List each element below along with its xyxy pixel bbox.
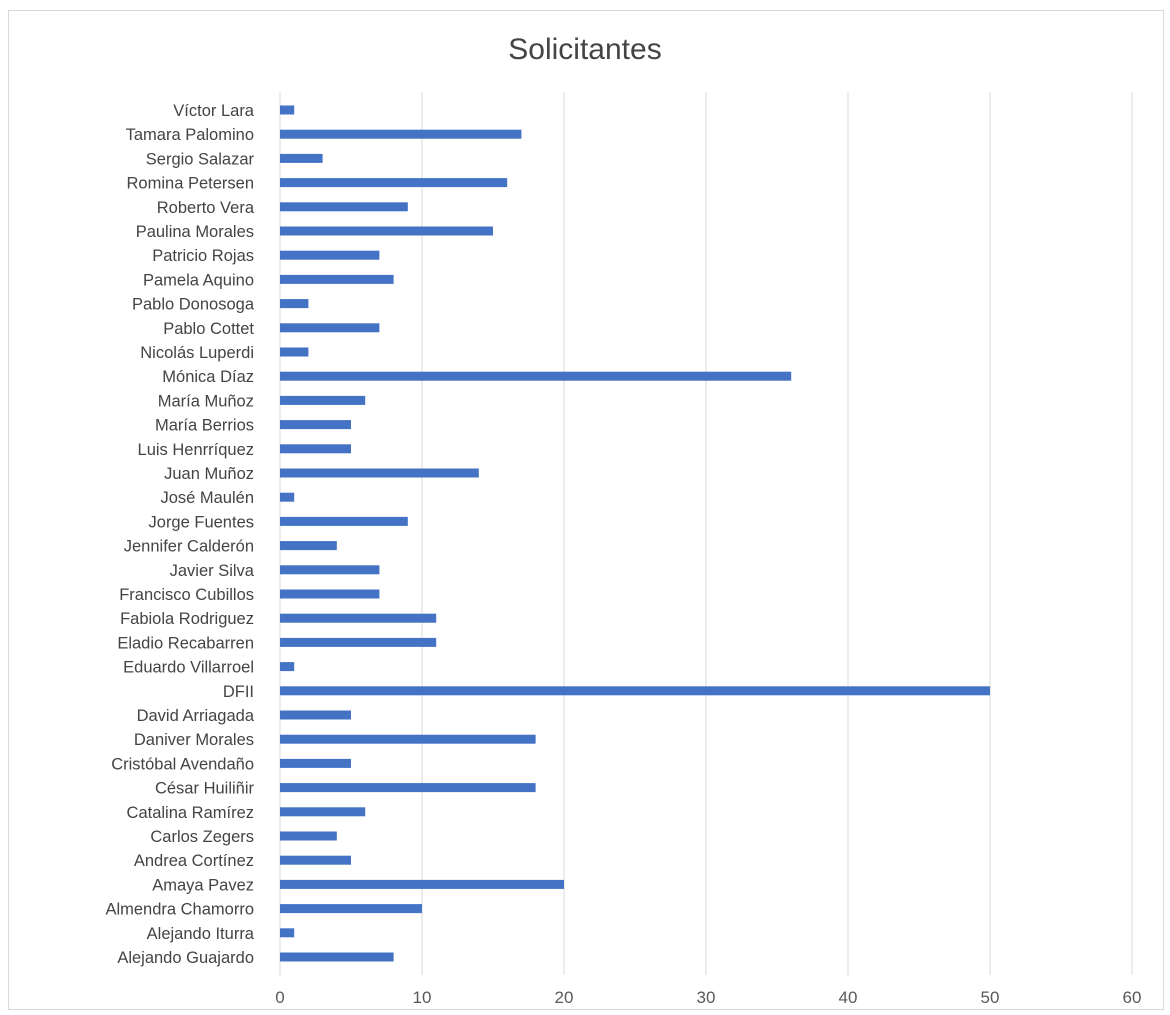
category-label: Alejando Guajardo xyxy=(117,949,254,967)
category-label: Mónica Díaz xyxy=(162,368,254,386)
bar xyxy=(280,250,380,260)
bar xyxy=(280,758,351,768)
category-label: David Arriagada xyxy=(137,707,255,725)
bar xyxy=(280,637,437,647)
chart-title: Solicitantes xyxy=(508,33,662,66)
bar xyxy=(280,783,536,793)
bar xyxy=(280,371,792,381)
bar xyxy=(280,468,479,478)
bar xyxy=(280,734,536,744)
category-label: Daniver Morales xyxy=(134,731,254,749)
bar xyxy=(280,904,422,914)
x-tick-label: 30 xyxy=(697,988,716,1007)
category-label: Romina Petersen xyxy=(127,175,254,193)
category-label: Roberto Vera xyxy=(157,199,255,217)
bar xyxy=(280,710,351,720)
category-label: DFII xyxy=(223,683,254,701)
category-label: María Muñoz xyxy=(158,392,254,410)
bar xyxy=(280,807,366,817)
bar xyxy=(280,105,295,115)
category-label: Víctor Lara xyxy=(173,102,255,120)
bar xyxy=(280,541,337,551)
category-label: Javier Silva xyxy=(170,562,255,580)
category-label: María Berrios xyxy=(155,417,254,435)
category-label: Amaya Pavez xyxy=(152,876,254,894)
x-tick-label: 40 xyxy=(839,988,858,1007)
bar xyxy=(280,662,295,672)
bar xyxy=(280,589,380,599)
category-label: Jennifer Calderón xyxy=(124,538,254,556)
bar xyxy=(280,274,394,284)
bar xyxy=(280,347,309,357)
chart-frame xyxy=(8,10,1164,1010)
category-label: Juan Muñoz xyxy=(164,465,254,483)
category-label: Almendra Chamorro xyxy=(105,901,254,919)
bar xyxy=(280,153,323,163)
x-tick-label: 20 xyxy=(555,988,574,1007)
category-label: Paulina Morales xyxy=(136,223,254,241)
category-label: Fabiola Rodriguez xyxy=(120,610,254,628)
bars xyxy=(280,105,990,962)
category-label: Francisco Cubillos xyxy=(119,586,254,604)
bar xyxy=(280,299,309,309)
category-label: Nicolás Luperdi xyxy=(140,344,254,362)
category-label: Pablo Donosoga xyxy=(132,296,255,314)
x-tick-label: 10 xyxy=(413,988,432,1007)
bar xyxy=(280,686,990,696)
bar xyxy=(280,178,508,188)
bar xyxy=(280,395,366,405)
category-label: Tamara Palomino xyxy=(126,126,254,144)
bar xyxy=(280,226,493,236)
category-label: Pablo Cottet xyxy=(163,320,254,338)
x-tick-label: 60 xyxy=(1123,988,1142,1007)
category-label: Patricio Rojas xyxy=(152,247,254,265)
category-label: César Huiliñir xyxy=(155,780,255,798)
category-label: Alejando Iturra xyxy=(147,925,255,943)
bar xyxy=(280,928,295,938)
category-label: Eduardo Villarroel xyxy=(123,659,254,677)
x-tick-label: 0 xyxy=(275,988,284,1007)
bar xyxy=(280,202,408,212)
bar xyxy=(280,831,337,841)
bar xyxy=(280,323,380,333)
category-label: Jorge Fuentes xyxy=(149,513,254,531)
bar xyxy=(280,879,564,889)
x-tick-labels: 0 10 20 30 40 50 60 xyxy=(275,988,1141,1007)
category-label: Sergio Salazar xyxy=(146,150,255,168)
category-label: Luis Henrríquez xyxy=(138,441,254,459)
category-labels: Víctor Lara Tamara Palomino Sergio Salazar… xyxy=(105,102,254,967)
category-label: Pamela Aquino xyxy=(143,271,254,289)
bar xyxy=(280,565,380,575)
gridlines xyxy=(279,92,1133,975)
category-label: Andrea Cortínez xyxy=(134,852,254,870)
bar xyxy=(280,613,437,623)
bar xyxy=(280,492,295,502)
category-label: Eladio Recabarren xyxy=(117,634,254,652)
bar xyxy=(280,855,351,865)
category-label: José Maulén xyxy=(160,489,254,507)
x-tick-label: 50 xyxy=(981,988,1000,1007)
category-label: Catalina Ramírez xyxy=(127,804,254,822)
category-label: Carlos Zegers xyxy=(150,828,254,846)
bar xyxy=(280,952,394,962)
bar xyxy=(280,444,351,454)
bar xyxy=(280,129,522,139)
bar xyxy=(280,516,408,526)
category-label: Cristóbal Avendaño xyxy=(111,755,254,773)
bar xyxy=(280,420,351,430)
